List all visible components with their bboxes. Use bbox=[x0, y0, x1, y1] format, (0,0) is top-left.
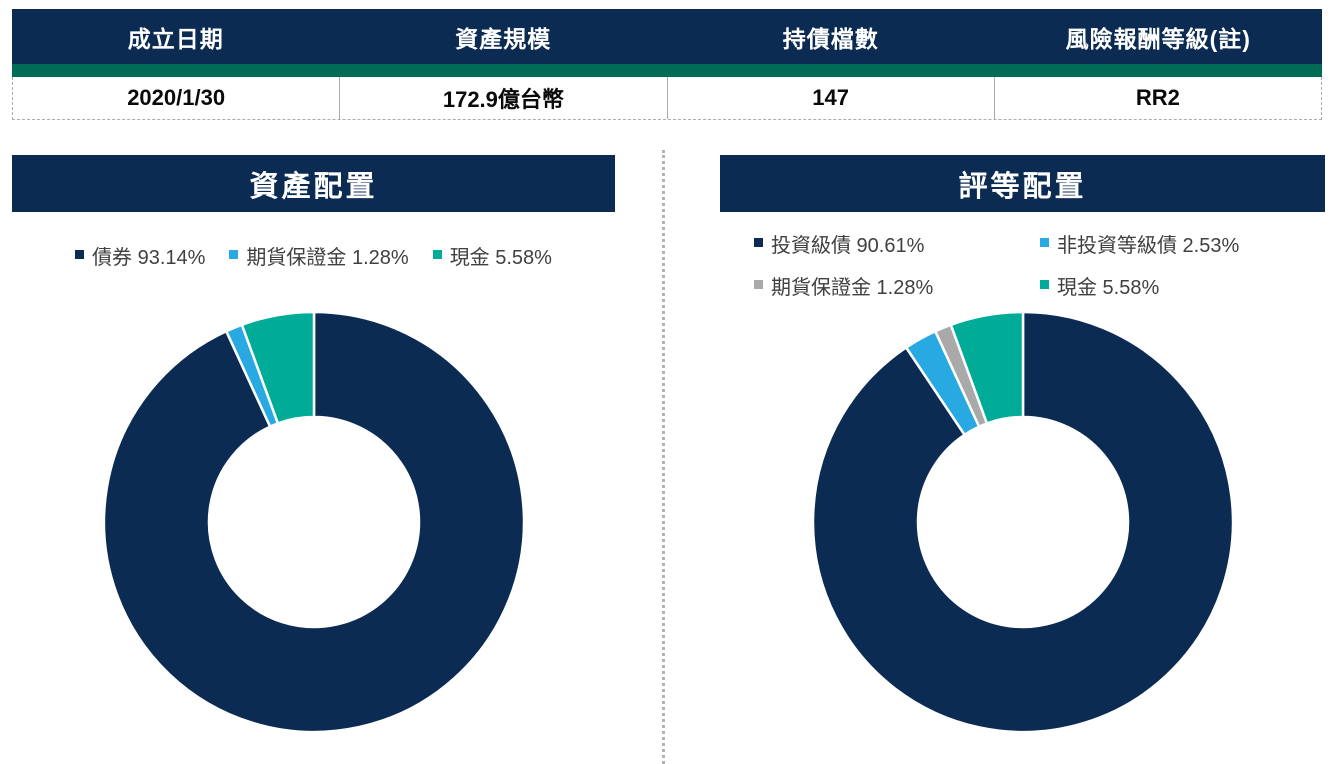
value-establish-date: 2020/1/30 bbox=[127, 85, 226, 110]
donut-slice-現金 bbox=[240, 310, 315, 425]
legend-label: 期貨保證金 1.28% bbox=[246, 247, 409, 269]
legend-item: 非投資等級債 2.53% bbox=[1040, 229, 1325, 258]
chart-title: 資產配置 bbox=[249, 170, 378, 203]
rating-allocation-title-banner: 評等配置 bbox=[720, 155, 1325, 212]
legend-item: 債券 93.14% bbox=[75, 241, 205, 270]
legend-label: 期貨保證金 1.28% bbox=[771, 277, 934, 299]
legend-label: 投資級債 90.61% bbox=[771, 235, 925, 257]
info-table-value-row: 2020/1/30 172.9億台幣 147 RR2 bbox=[12, 77, 1322, 120]
legend-marker-square bbox=[432, 250, 442, 259]
legend-item: 期貨保證金 1.28% bbox=[229, 241, 409, 270]
asset-allocation-panel: 資產配置 債券 93.14% 期貨保證金 1.28% 現金 5.58% bbox=[12, 155, 615, 734]
chart-title: 評等配置 bbox=[958, 170, 1087, 203]
donut-slice-投資級債 bbox=[811, 310, 1234, 734]
legend-item: 現金 5.58% bbox=[1040, 271, 1325, 300]
legend-marker-square bbox=[229, 250, 239, 259]
header-asset-size: 資產規模 bbox=[455, 25, 552, 52]
legend-label: 現金 5.58% bbox=[449, 247, 552, 269]
rating-allocation-legend: 投資級債 90.61% 非投資等級債 2.53% 期貨保證金 1.28% 現金 … bbox=[720, 229, 1325, 300]
rating-allocation-panel: 評等配置 投資級債 90.61% 非投資等級債 2.53% 期貨保證金 1.28… bbox=[720, 155, 1325, 734]
legend-label: 債券 93.14% bbox=[92, 247, 206, 269]
legend-marker-square bbox=[754, 238, 763, 247]
value-risk-return-level: RR2 bbox=[993, 77, 1321, 119]
fund-info-table: 成立日期 資產規模 持債檔數 風險報酬等級(註) 2020/1/30 172.9… bbox=[12, 9, 1322, 120]
header-bond-holdings-count: 持債檔數 bbox=[782, 25, 879, 52]
panel-divider-dashed-line bbox=[662, 150, 665, 764]
green-divider-stripe bbox=[12, 64, 1322, 77]
header-establish-date: 成立日期 bbox=[127, 25, 224, 52]
asset-allocation-title-banner: 資產配置 bbox=[12, 155, 615, 212]
legend-marker-square bbox=[75, 250, 85, 259]
legend-marker-square bbox=[754, 280, 763, 289]
donut-slice-債券 bbox=[102, 310, 525, 734]
value-asset-size: 172.9億台幣 bbox=[339, 77, 666, 119]
legend-item: 現金 5.58% bbox=[432, 241, 552, 270]
info-table-header-row: 成立日期 資產規模 持債檔數 風險報酬等級(註) bbox=[12, 9, 1322, 64]
legend-marker-square bbox=[1040, 238, 1049, 247]
asset-allocation-donut-chart bbox=[102, 310, 525, 734]
rating-allocation-donut-chart bbox=[811, 310, 1234, 734]
legend-label: 非投資等級債 2.53% bbox=[1057, 235, 1240, 257]
legend-item: 投資級債 90.61% bbox=[754, 229, 1040, 258]
donut-slice-現金 bbox=[949, 310, 1024, 425]
value-bond-holdings-count: 147 bbox=[666, 77, 994, 119]
legend-item: 期貨保證金 1.28% bbox=[754, 271, 1040, 300]
asset-allocation-legend: 債券 93.14% 期貨保證金 1.28% 現金 5.58% bbox=[12, 241, 615, 270]
legend-label: 現金 5.58% bbox=[1057, 277, 1160, 299]
header-risk-return-level: 風險報酬等級(註) bbox=[1065, 25, 1251, 52]
legend-marker-square bbox=[1040, 280, 1049, 289]
